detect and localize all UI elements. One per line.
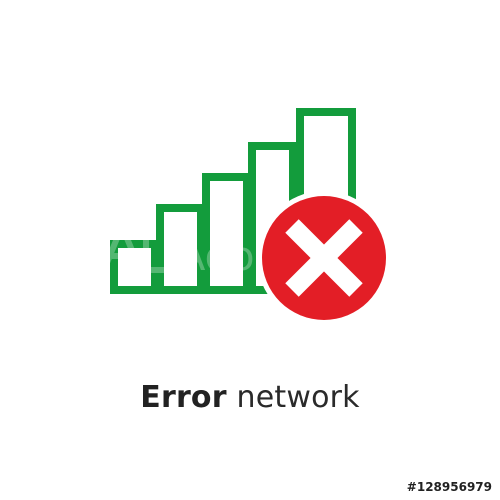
signal-bar-2 xyxy=(156,204,205,294)
watermark-logo-icon xyxy=(101,218,143,272)
error-x-icon xyxy=(257,191,391,325)
error-x-mark xyxy=(285,219,363,297)
signal-bar-5 xyxy=(296,108,356,204)
signal-bar-3 xyxy=(202,173,251,294)
caption-light-word: network xyxy=(236,380,360,415)
caption-bold-word: Error xyxy=(140,380,227,415)
watermark-logo-icon-right xyxy=(143,226,166,273)
caption: Error network xyxy=(0,380,500,415)
stock-id: #128956979 xyxy=(406,480,492,494)
signal-bar-1 xyxy=(110,240,159,294)
